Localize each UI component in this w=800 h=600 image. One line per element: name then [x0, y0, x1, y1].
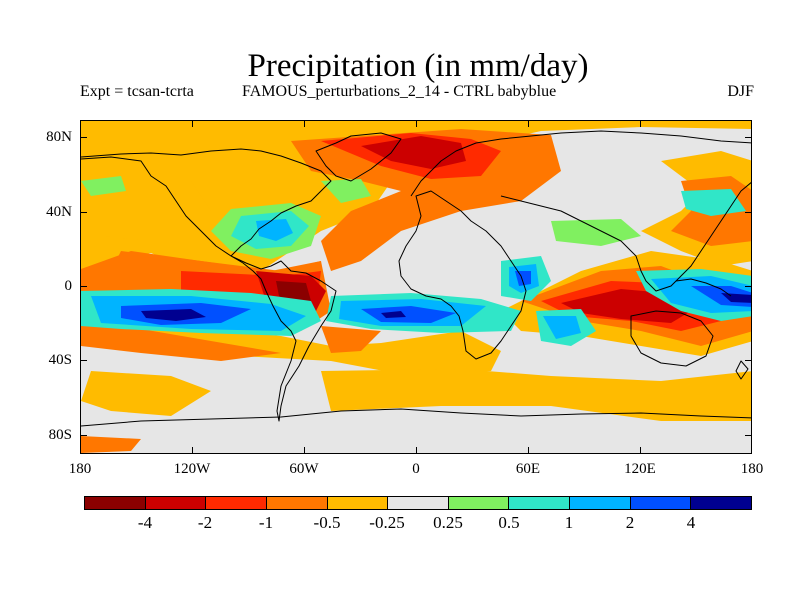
x-tick-mark [528, 120, 529, 127]
coastline [81, 148, 337, 422]
x-tick-label: 60E [515, 461, 541, 477]
experiment-label: Expt = tcsan-tcrta [80, 83, 194, 100]
season-label: DJF [727, 83, 754, 100]
y-tick-mark [745, 137, 752, 138]
colorbar-label: -2 [197, 513, 213, 532]
precip-field [81, 371, 211, 416]
y-tick-label: 0 [64, 278, 73, 294]
precip-field [551, 219, 641, 246]
precip-field [321, 179, 371, 203]
x-tick-label: 0 [412, 461, 420, 477]
precip-field [321, 369, 751, 421]
x-tick-mark [304, 120, 305, 127]
x-tick-mark [640, 120, 641, 127]
precip-field [81, 149, 211, 241]
map-canvas [81, 121, 751, 453]
y-tick-label: 40S [48, 352, 72, 368]
y-tick-mark [745, 435, 752, 436]
colorbar-swatch [570, 497, 631, 509]
precip-field [141, 309, 206, 321]
y-tick-mark [80, 435, 87, 436]
precip-field [381, 311, 406, 318]
y-tick-label: 80N [46, 129, 72, 145]
colorbar-swatch [145, 497, 207, 509]
coastlines [81, 130, 751, 427]
x-tick-mark [416, 447, 417, 454]
precip-field [81, 176, 126, 196]
colorbar-swatch [630, 497, 692, 509]
precip-field [681, 189, 746, 216]
colorbar-swatch [691, 497, 752, 509]
precip-field [361, 306, 456, 323]
x-tick-mark [192, 120, 193, 127]
colorbar [84, 496, 752, 510]
y-tick-mark [80, 212, 87, 213]
coastline [735, 360, 749, 380]
precip-field [321, 326, 381, 353]
colorbar-swatch [266, 497, 328, 509]
precip-field [81, 321, 501, 376]
x-tick-mark [528, 447, 529, 454]
precip-field [361, 136, 466, 169]
precip-field [543, 316, 581, 339]
x-tick-label: 120E [624, 461, 656, 477]
coastline [315, 132, 402, 182]
chart-title: Precipitation (in mm/day) [247, 48, 589, 84]
colorbar-label: -4 [137, 513, 153, 532]
colorbar-swatch [327, 497, 389, 509]
colorbar-swatch [85, 497, 146, 509]
precip-field [721, 293, 751, 303]
colorbar-label: 0.25 [433, 513, 463, 532]
precip-field [81, 321, 281, 361]
colorbar-label: 4 [686, 513, 696, 532]
x-tick-mark [416, 120, 417, 127]
precip-field [81, 436, 141, 453]
x-tick-label: 180 [740, 461, 764, 477]
y-tick-label: 40N [46, 204, 72, 220]
colorbar-swatch [448, 497, 510, 509]
coastline [500, 182, 751, 292]
coastline [398, 190, 527, 360]
y-tick-mark [745, 286, 752, 287]
x-tick-label: 60W [289, 461, 319, 477]
x-tick-label: 120W [173, 461, 211, 477]
coastline [675, 278, 732, 297]
y-tick-mark [80, 360, 87, 361]
y-tick-mark [745, 360, 752, 361]
precipitation-map [80, 120, 752, 454]
colorbar-swatch [206, 497, 267, 509]
colorbar-label: 1 [564, 513, 574, 532]
y-tick-mark [745, 212, 752, 213]
precip-field [515, 271, 531, 286]
colorbar-label: 0.5 [498, 513, 520, 532]
x-tick-mark [640, 447, 641, 454]
coastline [410, 130, 751, 197]
colorbar-swatch [388, 497, 449, 509]
colorbar-label: -0.25 [369, 513, 405, 532]
y-tick-mark [80, 286, 87, 287]
y-tick-label: 80S [48, 427, 72, 443]
x-tick-mark [304, 447, 305, 454]
coastline [81, 408, 751, 427]
colorbar-swatch [509, 497, 571, 509]
precip-field [291, 129, 561, 271]
precip-fields [81, 121, 751, 453]
coastline [630, 310, 714, 367]
comparison-label: FAMOUS_perturbations_2_14 - CTRL babyblu… [242, 83, 557, 100]
x-tick-mark [192, 447, 193, 454]
colorbar-label: 2 [625, 513, 635, 532]
colorbar-label: -1 [258, 513, 274, 532]
x-tick-label: 180 [68, 461, 92, 477]
y-tick-mark [80, 137, 87, 138]
colorbar-label: -0.5 [313, 513, 341, 532]
